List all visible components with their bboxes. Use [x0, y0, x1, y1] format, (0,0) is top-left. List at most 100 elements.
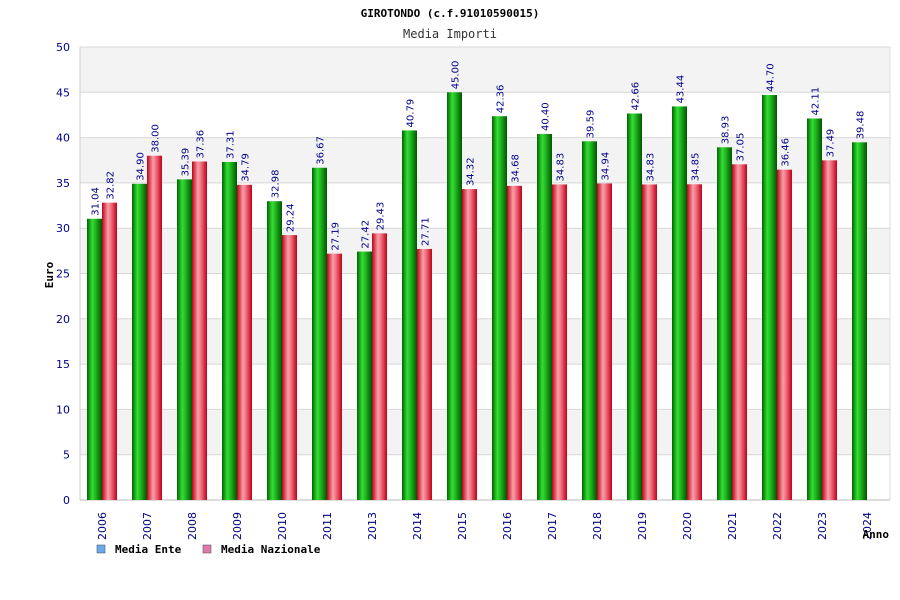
x-tick-label: 2016: [501, 512, 514, 540]
bar-media-nazionale: [192, 161, 207, 500]
value-label-media-ente: 27.42: [361, 220, 372, 249]
y-tick-label: 25: [56, 268, 70, 281]
x-axis-ticks: 2006 2007 2008 2009 2010 2011 2013 2014 2015 2016…: [96, 512, 874, 540]
value-label-media-ente: 39.48: [856, 111, 867, 140]
x-tick-label: 2010: [276, 512, 289, 540]
bar-media-nazionale: [822, 160, 837, 500]
bar-media-ente: [717, 147, 732, 501]
plot-band: [80, 364, 890, 410]
bar-media-nazionale: [327, 253, 342, 500]
value-label-media-nazionale: 34.68: [511, 154, 522, 183]
legend-label-media-nazionale: Media Nazionale: [221, 543, 321, 556]
bar-media-ente: [267, 201, 282, 500]
bar-media-nazionale: [732, 164, 747, 500]
y-axis-label: Euro: [43, 261, 56, 288]
x-tick-label: 2011: [321, 512, 334, 540]
x-tick-label: 2008: [186, 512, 199, 540]
bar-media-ente: [627, 113, 642, 500]
bar-media-ente: [492, 116, 507, 501]
value-label-media-ente: 34.90: [136, 152, 147, 181]
value-label-media-ente: 31.04: [91, 187, 102, 216]
x-tick-label: 2021: [726, 512, 739, 540]
x-tick-label: 2015: [456, 512, 469, 540]
y-tick-label: 35: [56, 177, 70, 190]
legend-swatch-media-nazionale: [202, 544, 212, 554]
y-tick-label: 5: [63, 449, 70, 462]
bar-media-ente: [87, 218, 102, 501]
x-tick-label: 2006: [96, 512, 109, 540]
plot-band: [80, 228, 890, 274]
value-label-media-ente: 36.67: [316, 136, 327, 165]
y-axis-ticks: 0 5 10 15 20 25 30 35 40 45 50: [56, 41, 70, 507]
chart-title: GIROTONDO (c.f.91010590015): [361, 7, 540, 20]
bar-media-ente: [537, 133, 552, 500]
y-tick-label: 15: [56, 358, 70, 371]
x-tick-label: 2017: [546, 512, 559, 540]
value-label-media-nazionale: 37.05: [736, 133, 747, 162]
plot-band: [80, 454, 890, 500]
value-label-media-ente: 32.98: [271, 170, 282, 199]
plot-band: [80, 273, 890, 319]
value-label-media-nazionale: 37.49: [826, 129, 837, 158]
bar-media-ente: [402, 130, 417, 500]
value-label-media-nazionale: 34.94: [601, 152, 612, 181]
bar-media-ente: [672, 106, 687, 501]
y-tick-label: 10: [56, 403, 70, 416]
value-label-media-nazionale: 27.71: [421, 217, 432, 246]
value-label-media-nazionale: 32.82: [106, 171, 117, 200]
bar-media-nazionale: [687, 184, 702, 500]
value-label-media-ente: 37.31: [226, 130, 237, 159]
bar-media-ente: [222, 161, 237, 500]
y-tick-label: 0: [63, 494, 70, 507]
value-label-media-nazionale: 34.32: [466, 157, 477, 186]
legend: Media Ente Media Nazionale: [96, 543, 321, 556]
x-tick-label: 2013: [366, 512, 379, 540]
bar-media-ente: [582, 141, 597, 500]
bar-media-ente: [357, 251, 372, 500]
bar-media-nazionale: [237, 184, 252, 500]
plot-band: [80, 137, 890, 183]
value-label-media-nazionale: 29.24: [286, 203, 297, 232]
x-tick-label: 2014: [411, 512, 424, 540]
value-label-media-nazionale: 34.79: [241, 153, 252, 182]
plot-band: [80, 47, 890, 93]
value-label-media-ente: 43.44: [676, 75, 687, 104]
legend-label-media-ente: Media Ente: [115, 543, 182, 556]
bar-media-ente: [852, 142, 867, 500]
bar-media-nazionale: [777, 169, 792, 500]
bar-media-ente: [762, 95, 777, 500]
bar-media-nazionale: [282, 235, 297, 500]
x-tick-label: 2020: [681, 512, 694, 540]
chart-subtitle: Media Importi: [403, 27, 497, 41]
bar-media-nazionale: [642, 184, 657, 501]
x-tick-label: 2023: [816, 512, 829, 540]
plot-band: [80, 318, 890, 365]
plot-background: [80, 47, 890, 500]
value-label-media-ente: 42.11: [811, 87, 822, 116]
value-label-media-nazionale: 37.36: [196, 130, 207, 159]
y-tick-label: 50: [56, 41, 70, 54]
bar-media-ente: [807, 118, 822, 500]
value-label-media-nazionale: 29.43: [376, 202, 387, 231]
value-label-media-nazionale: 34.85: [691, 153, 702, 182]
value-label-media-nazionale: 34.83: [556, 153, 567, 182]
legend-swatch-media-ente: [96, 544, 106, 554]
plot-band: [80, 182, 890, 229]
x-tick-label: 2018: [591, 512, 604, 540]
bar-media-ente: [177, 179, 192, 501]
value-label-media-ente: 38.93: [721, 116, 732, 145]
value-label-media-ente: 42.36: [496, 85, 507, 114]
bar-media-nazionale: [462, 189, 477, 501]
bar-media-nazionale: [417, 248, 432, 500]
y-tick-label: 20: [56, 313, 70, 326]
x-tick-label: 2009: [231, 512, 244, 540]
x-tick-label: 2022: [771, 512, 784, 540]
value-label-media-nazionale: 36.46: [781, 138, 792, 167]
value-label-media-nazionale: 38.00: [151, 124, 162, 153]
bar-media-ente: [447, 92, 462, 501]
value-label-media-ente: 42.66: [631, 82, 642, 111]
value-label-media-nazionale: 34.83: [646, 153, 657, 182]
value-label-media-ente: 45.00: [451, 61, 462, 90]
y-tick-label: 40: [56, 132, 70, 145]
